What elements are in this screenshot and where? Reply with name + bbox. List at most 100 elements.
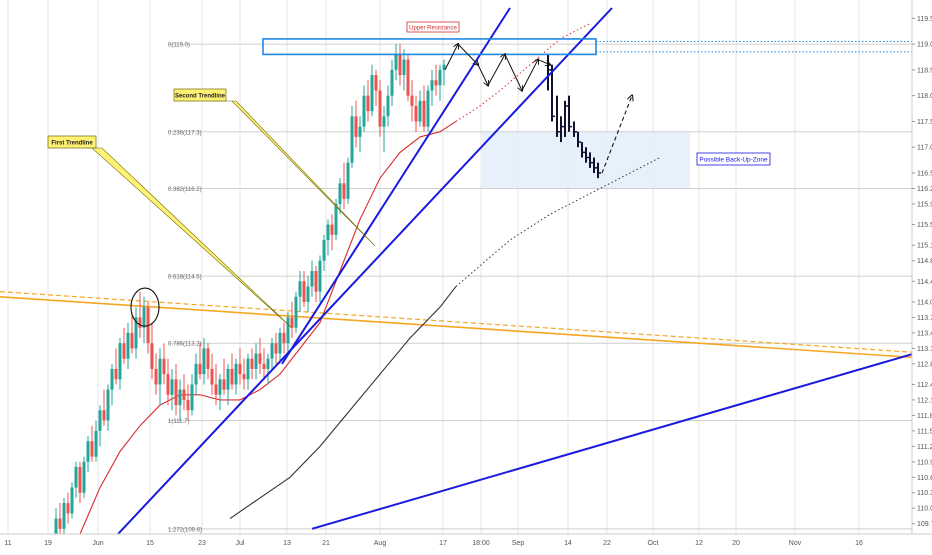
y-tick-label: 119.5 [917,16,932,23]
candle-body [402,59,406,76]
candle-body [170,379,174,395]
first-trendline-pointer [86,147,293,329]
candle-body [386,95,390,117]
candle-body [246,358,250,380]
candle-body [286,317,290,344]
candle-body [182,389,186,400]
candle-body [302,281,306,302]
upper-resistance [262,38,912,56]
candle-body [290,317,294,328]
y-tick-label: 114.4 [917,279,932,286]
fib-label: 0(119.0) [168,43,190,49]
candle-body [342,183,346,199]
candle-body [310,271,314,287]
candle-body [110,368,114,390]
candle-body [442,64,446,70]
candle-body [218,379,222,395]
candle-body [198,363,202,375]
y-tick-label: 114.8 [917,258,932,265]
candle-body [58,518,62,529]
candle-body [398,54,402,76]
candle-body [334,203,338,235]
candle-body [226,368,230,390]
x-tick-label: 15 [146,540,154,547]
y-tick-label: 114.0 [917,299,932,306]
resistance-box [262,38,597,56]
candle-body [70,487,74,514]
candle-body [322,240,326,261]
trendline-lower [311,353,912,530]
path-arrow-segment [457,43,478,65]
x-tick-label: 11 [4,540,11,547]
candle-body [426,90,430,127]
upper-resistance-box [406,21,460,33]
candle-body [126,332,130,359]
y-tick-label: 116.5 [917,171,932,178]
candle-body [134,317,138,349]
second-trendline-label: Second Trendline [175,94,226,100]
y-tick-label: 113.4 [917,330,932,337]
candle-body [410,95,414,106]
y-tick-label: 113.7 [917,315,932,322]
candle-body [194,363,198,385]
candle-body [86,441,90,462]
y-axis: 109.7 110.0 110.3 110.6 110.9 111.2 111.5 111.8… [911,0,932,534]
candle-body [330,224,334,235]
path-arrow-segment [521,60,538,91]
candle-body [358,126,362,137]
candle-body [298,281,302,297]
candle-body [214,384,218,395]
path-arrow-segment [504,54,522,90]
candle-body [250,358,254,369]
candle-body [190,384,194,411]
x-tick-label: 14 [564,540,572,547]
candle-body [346,162,350,199]
candle-body [102,410,106,421]
candle-body [294,296,298,328]
y-tick-label: 111.2 [917,444,932,451]
candle-body [394,54,398,70]
x-tick-label: 17 [439,540,447,547]
x-tick-label: 12 [695,540,703,547]
candle-body [314,271,318,292]
candle-body [382,116,386,127]
candle-body [350,116,354,163]
candle-body [222,379,226,390]
y-tick-label: 112.1 [917,397,932,404]
candle-body [370,75,374,112]
candle-body [162,358,166,375]
fib-label: 0.618(114.5) [168,275,202,281]
x-tick-label: 20 [732,540,740,547]
y-tick-label: 117.5 [917,119,932,126]
x-tick-label: 21 [322,540,330,547]
back-up-zone-box [696,152,771,166]
y-tick-label: 115.1 [917,243,932,250]
candle-body [366,95,370,112]
candle-body [338,183,342,204]
candle-body [98,410,102,431]
orange-trendline [0,291,912,359]
fibonacci-levels: 0(119.0) 0.236(117.3) 0.382(116.2) 0.618(11… [168,43,912,533]
candle-body [202,348,206,375]
candle-body [378,90,382,127]
candle-body [166,374,170,395]
y-tick-label: 110.9 [917,459,932,466]
y-tick-label: 110.3 [917,490,932,497]
candle-body [78,466,82,493]
candle-body [306,286,310,302]
candle-body [210,368,214,385]
candle-body [186,399,190,411]
x-tick-label: Aug [374,540,387,547]
candle-body [54,518,58,534]
candle-body [230,368,234,385]
candle-body [270,343,274,359]
candle-body [418,100,422,122]
candle-body [430,80,434,91]
fast-ma-line [79,120,457,534]
candle-body [122,343,126,359]
candle-body [362,95,366,127]
orange-solid-line [0,295,912,359]
x-tick-label: 19 [44,540,52,547]
